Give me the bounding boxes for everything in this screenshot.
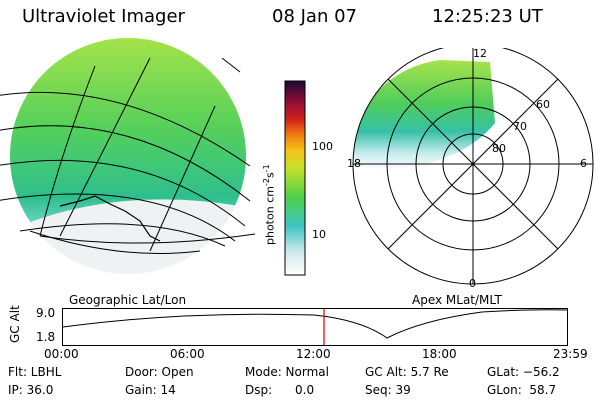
orbit-x-tick-1200: 12:00 bbox=[296, 347, 331, 361]
orbit-x-tick-0000: 00:00 bbox=[44, 347, 79, 361]
orbit-altitude-plot bbox=[62, 308, 568, 346]
lat-label-80: 80 bbox=[492, 142, 506, 155]
orbit-y-tick-high: 9.0 bbox=[36, 306, 56, 320]
mlt-label-18: 18 bbox=[347, 157, 361, 170]
mlt-label-12: 12 bbox=[473, 47, 487, 60]
orbit-y-label: GC Alt bbox=[8, 305, 22, 343]
orbit-x-tick-1800: 18:00 bbox=[422, 347, 457, 361]
glat-status: GLat: −56.2 bbox=[487, 365, 560, 379]
orbit-y-tick-low: 1.8 bbox=[36, 330, 56, 344]
gain-status: Gain: 14 bbox=[125, 383, 176, 397]
mlt-label-0: 0 bbox=[469, 277, 476, 290]
orbit-x-tick-0600: 06:00 bbox=[170, 347, 205, 361]
lat-label-60: 60 bbox=[536, 98, 550, 111]
time-label: 12:25:23 UT bbox=[432, 6, 543, 27]
date-label: 08 Jan 07 bbox=[272, 6, 357, 27]
lat-label-70: 70 bbox=[513, 120, 527, 133]
door-status: Door: Open bbox=[125, 365, 194, 379]
colorbar-tick-100: 100 bbox=[312, 140, 333, 153]
glon-status: GLon: 58.7 bbox=[487, 383, 557, 397]
colorbar-tick-10: 10 bbox=[312, 228, 326, 241]
orbit-x-tick-2359: 23:59 bbox=[553, 347, 588, 361]
dsp-status: Dsp: 0.0 bbox=[245, 383, 315, 397]
polar-image bbox=[352, 48, 594, 285]
polar-map-label: Apex MLat/MLT bbox=[412, 293, 502, 307]
mode-status: Mode: Normal bbox=[245, 365, 329, 379]
ip-status: IP: 36.0 bbox=[8, 383, 54, 397]
geo-map-label: Geographic Lat/Lon bbox=[69, 293, 187, 307]
colorbar bbox=[284, 80, 306, 276]
colorbar-label: photon cm-2s-1 bbox=[262, 164, 277, 245]
app-title: Ultraviolet Imager bbox=[22, 6, 185, 27]
geographic-image bbox=[0, 38, 256, 274]
filter-status: Flt: LBHL bbox=[8, 365, 62, 379]
mlt-label-6: 6 bbox=[580, 157, 587, 170]
gc-alt-status: GC Alt: 5.7 Re bbox=[365, 365, 449, 379]
seq-status: Seq: 39 bbox=[365, 383, 411, 397]
